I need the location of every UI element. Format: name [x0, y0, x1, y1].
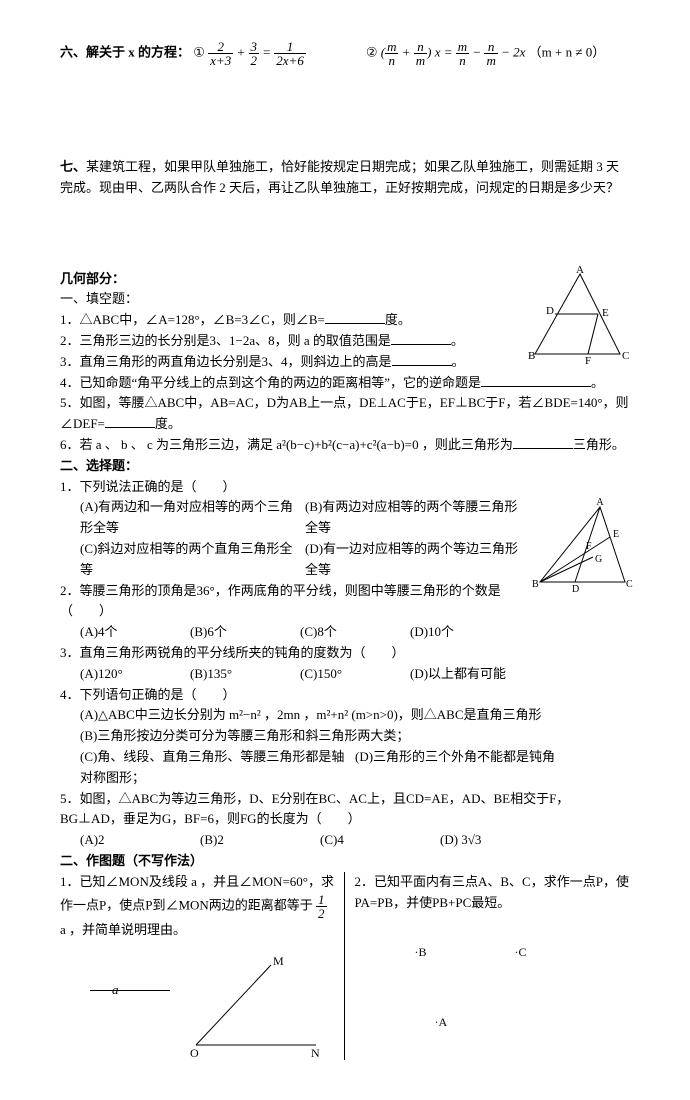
draw-head: 二、作图题（不写作法）: [60, 853, 203, 868]
c4-stem: 4．下列语句正确的是（ ）: [60, 685, 630, 706]
f4: 4．已知命题“角平分线上的点到这个角的两边的距离相等”，它的逆命题是。: [60, 373, 630, 394]
svg-text:F: F: [586, 541, 592, 552]
c3-opts: (A)120°(B)135°(C)150°(D)以上都有可能: [60, 664, 520, 685]
svg-text:F: F: [585, 355, 591, 367]
svg-text:A: A: [576, 264, 584, 276]
c5-stem: 5．如图，△ABC为等边三角形，D、E分别在BC、AC上，且CD=AE，AD、B…: [60, 789, 630, 831]
c4-B: (B)三角形按边分类可分为等腰三角形和斜三角形两大类；: [60, 726, 630, 747]
c1-row1: (A)有两边和一角对应相等的两个三角形全等(B)有两边对应相等的两个等腰三角形全…: [60, 497, 530, 539]
eq2-frac1: mn: [385, 40, 398, 67]
question-7: 七、某建筑工程，如果甲队单独施工，恰好能按规定日期完成；如果乙队单独施工，则需延…: [60, 157, 630, 199]
c1-row2: (C)斜边对应相等的两个直角三角形全等(D)有一边对应相等的两个等边三角形全等: [60, 539, 530, 581]
eq1-frac2: 32: [249, 40, 260, 67]
triangle-figure-2: A B C D E F G: [530, 502, 630, 592]
svg-text:B: B: [528, 350, 535, 362]
d1-p2: a ，并简单说明理由。: [60, 922, 186, 937]
q7-text: 某建筑工程，如果甲队单独施工，恰好能按规定日期完成；如果乙队单独施工，则需延期 …: [60, 159, 619, 195]
d2-text: 2．已知平面内有三点A、B、C，求作一点P，使PA=PB，并使PB+PC最短。: [355, 872, 631, 914]
svg-text:D: D: [572, 584, 579, 595]
eq2-frac4: nm: [484, 40, 497, 67]
draw-questions: 1．已知∠MON及线段 a ，并且∠MON=60°，求作一点P，使点P到∠MON…: [60, 872, 630, 1061]
eq1-label: ①: [193, 44, 205, 59]
point-a: ·A: [435, 1013, 448, 1032]
segment-a: [90, 990, 170, 991]
svg-text:O: O: [190, 1046, 199, 1060]
svg-text:C: C: [626, 579, 633, 590]
svg-text:E: E: [602, 307, 609, 319]
svg-text:M: M: [273, 954, 284, 968]
q7-head: 七、: [60, 159, 86, 174]
geo-head: 几何部分：: [60, 271, 125, 286]
eq2-frac3: mn: [456, 40, 469, 67]
d1-a-label: a: [112, 980, 119, 1001]
c1-stem: 1．下列说法正确的是（ ）: [60, 477, 630, 498]
f6: 6．若 a 、 b 、 c 为三角形三边，满足 a²(b−c)+b²(c−a)+…: [60, 435, 630, 456]
f5: 5．如图，等腰△ABC中，AB=AC，D为AB上一点，DE⊥AC于E，EF⊥BC…: [60, 393, 630, 435]
eq1-frac1: 2x+3: [208, 40, 233, 67]
question-6: 六、解关于 x 的方程： ① 2x+3 + 32 = 12x+6 ② (mn +…: [60, 40, 630, 67]
d1-half: 12: [316, 893, 327, 920]
c5-opts: (A)2(B)2(C)4(D) 3√3: [60, 830, 560, 851]
svg-text:G: G: [595, 554, 602, 565]
c2-opts: (A)4个(B)6个(C)8个(D)10个: [60, 622, 520, 643]
svg-text:N: N: [311, 1046, 320, 1060]
c3-stem: 3．直角三角形两锐角的平分线所夹的钝角的度数为（ ）: [60, 643, 630, 664]
angle-mon: M O N: [176, 950, 336, 1060]
svg-text:C: C: [622, 350, 629, 362]
point-b: ·B: [415, 943, 427, 962]
eq2-tail: （m + n ≠ 0）: [529, 44, 606, 59]
svg-text:A: A: [596, 497, 604, 508]
eq2-label: ②: [366, 44, 378, 59]
triangle-figure-1: A B C D E F: [520, 269, 630, 364]
eq2-frac2: nm: [414, 40, 427, 67]
c4-CD: (C)角、线段、直角三角形、等腰三角形都是轴对称图形；(D)三角形的三个外角不能…: [60, 747, 630, 789]
point-c: ·C: [515, 943, 527, 962]
d1-p1: 1．已知∠MON及线段 a ，并且∠MON=60°，求作一点P，使点P到∠MON…: [60, 874, 334, 912]
q6-head: 六、解关于 x 的方程：: [60, 44, 190, 59]
c4-A: (A)△ABC中三边长分别为 m²−n² ，2mn ，m²+n² (m>n>0)…: [60, 705, 630, 726]
svg-text:D: D: [546, 305, 554, 317]
svg-text:B: B: [532, 579, 539, 590]
eq1-frac3: 12x+6: [274, 40, 306, 67]
svg-text:E: E: [613, 529, 619, 540]
choice-head: 二、选择题：: [60, 458, 138, 473]
